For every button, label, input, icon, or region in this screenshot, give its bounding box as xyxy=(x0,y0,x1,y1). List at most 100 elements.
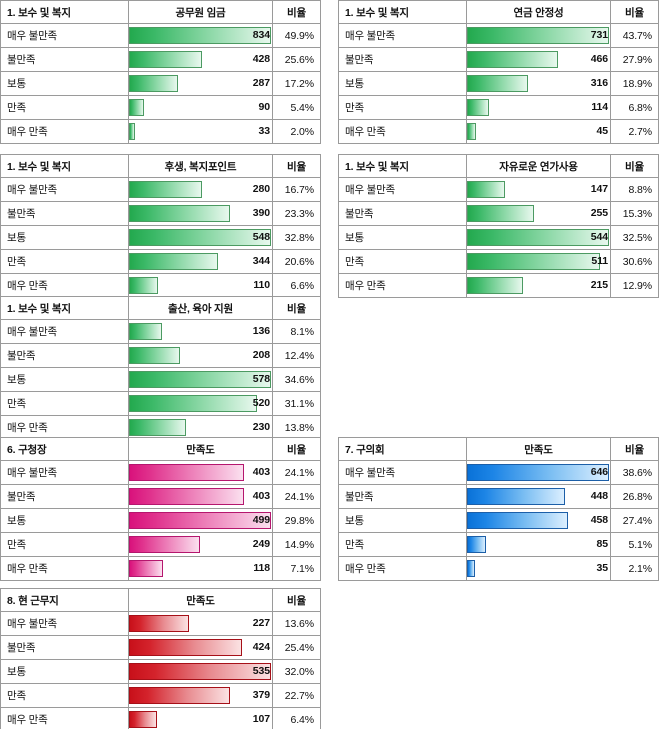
value-bar xyxy=(467,464,609,481)
row-bar-cell: 499 xyxy=(128,508,273,533)
table-row: 불만족 428 25.6% xyxy=(0,47,321,72)
row-percent: 23.3% xyxy=(272,201,321,226)
bar-track: 118 xyxy=(129,557,272,580)
row-bar-cell: 107 xyxy=(128,707,273,729)
value-bar xyxy=(467,181,505,198)
row-bar-cell: 215 xyxy=(466,273,611,298)
row-category-label: 만족 xyxy=(0,95,129,120)
table-category-title: 1. 보수 및 복지 xyxy=(0,296,129,320)
row-percent: 2.7% xyxy=(610,119,659,144)
row-percent: 20.6% xyxy=(272,249,321,274)
row-category-label: 매우 만족 xyxy=(0,415,129,440)
row-category-label: 매우 만족 xyxy=(338,556,467,581)
row-bar-cell: 208 xyxy=(128,343,273,368)
row-value: 403 xyxy=(252,490,270,502)
value-bar xyxy=(129,419,186,436)
table-row: 만족 90 5.4% xyxy=(0,95,321,120)
row-value: 458 xyxy=(590,514,608,526)
row-value: 35 xyxy=(596,562,609,574)
row-percent: 14.9% xyxy=(272,532,321,557)
value-bar xyxy=(129,205,230,222)
table-row: 매우 만족 107 6.4% xyxy=(0,707,321,729)
table-row: 매우 불만족 834 49.9% xyxy=(0,23,321,48)
table-row: 만족 520 31.1% xyxy=(0,391,321,416)
table-row: 매우 불만족 227 13.6% xyxy=(0,611,321,636)
survey-table: 1. 보수 및 복지 자유로운 연가사용 비율 매우 불만족 147 8.8% 불만족 255… xyxy=(338,154,659,298)
bar-track: 403 xyxy=(129,461,272,484)
table-metric-title: 만족도 xyxy=(128,437,273,461)
table-row: 매우 불만족 403 24.1% xyxy=(0,460,321,485)
row-bar-cell: 45 xyxy=(466,119,611,144)
row-bar-cell: 646 xyxy=(466,460,611,485)
bar-track: 287 xyxy=(129,72,272,95)
bar-track: 90 xyxy=(129,96,272,119)
value-bar xyxy=(129,277,158,294)
table-row: 불만족 255 15.3% xyxy=(338,201,659,226)
row-bar-cell: 548 xyxy=(128,225,273,250)
value-bar xyxy=(129,615,189,632)
value-bar xyxy=(467,536,486,553)
row-bar-cell: 249 xyxy=(128,532,273,557)
bar-track: 448 xyxy=(467,485,610,508)
row-value: 287 xyxy=(252,77,270,89)
table-row: 만족 114 6.8% xyxy=(338,95,659,120)
row-value: 544 xyxy=(590,231,608,243)
table-row: 보통 316 18.9% xyxy=(338,71,659,96)
value-bar xyxy=(467,277,523,294)
table-ratio-title: 비율 xyxy=(272,154,321,178)
row-percent: 26.8% xyxy=(610,484,659,509)
row-value: 548 xyxy=(252,231,270,243)
value-bar xyxy=(467,253,600,270)
row-bar-cell: 511 xyxy=(466,249,611,274)
value-bar xyxy=(129,560,163,577)
row-bar-cell: 403 xyxy=(128,460,273,485)
row-value: 110 xyxy=(253,279,270,291)
bar-track: 215 xyxy=(467,274,610,297)
table-ratio-title: 비율 xyxy=(272,437,321,461)
value-bar xyxy=(129,512,271,529)
row-value: 511 xyxy=(591,255,608,267)
row-percent: 13.6% xyxy=(272,611,321,636)
row-category-label: 불만족 xyxy=(338,201,467,226)
row-category-label: 매우 만족 xyxy=(0,273,129,298)
bar-track: 114 xyxy=(467,96,610,119)
row-bar-cell: 90 xyxy=(128,95,273,120)
table-row: 보통 544 32.5% xyxy=(338,225,659,250)
row-bar-cell: 428 xyxy=(128,47,273,72)
row-percent: 30.6% xyxy=(610,249,659,274)
row-category-label: 매우 만족 xyxy=(338,119,467,144)
row-bar-cell: 448 xyxy=(466,484,611,509)
row-percent: 34.6% xyxy=(272,367,321,392)
table-row: 만족 344 20.6% xyxy=(0,249,321,274)
row-percent: 2.0% xyxy=(272,119,321,144)
table-row: 만족 379 22.7% xyxy=(0,683,321,708)
table-category-title: 8. 현 근무지 xyxy=(0,588,129,612)
row-bar-cell: 316 xyxy=(466,71,611,96)
table-row: 매우 불만족 731 43.7% xyxy=(338,23,659,48)
bar-track: 107 xyxy=(129,708,272,729)
row-category-label: 보통 xyxy=(0,225,129,250)
value-bar xyxy=(467,560,475,577)
table-row: 보통 499 29.8% xyxy=(0,508,321,533)
row-percent: 22.7% xyxy=(272,683,321,708)
row-bar-cell: 578 xyxy=(128,367,273,392)
row-value: 208 xyxy=(252,349,270,361)
table-category-title: 7. 구의회 xyxy=(338,437,467,461)
row-category-label: 만족 xyxy=(338,532,467,557)
row-percent: 31.1% xyxy=(272,391,321,416)
value-bar xyxy=(467,27,609,44)
bar-track: 208 xyxy=(129,344,272,367)
row-category-label: 매우 불만족 xyxy=(0,23,129,48)
row-category-label: 매우 불만족 xyxy=(0,319,129,344)
row-value: 428 xyxy=(252,53,270,65)
bar-track: 35 xyxy=(467,557,610,580)
row-bar-cell: 255 xyxy=(466,201,611,226)
row-category-label: 보통 xyxy=(0,659,129,684)
row-bar-cell: 147 xyxy=(466,177,611,202)
table-header-row: 1. 보수 및 복지 연금 안정성 비율 xyxy=(338,0,659,24)
table-row: 불만족 448 26.8% xyxy=(338,484,659,509)
row-percent: 7.1% xyxy=(272,556,321,581)
bar-track: 548 xyxy=(129,226,272,249)
row-percent: 17.2% xyxy=(272,71,321,96)
bar-track: 344 xyxy=(129,250,272,273)
